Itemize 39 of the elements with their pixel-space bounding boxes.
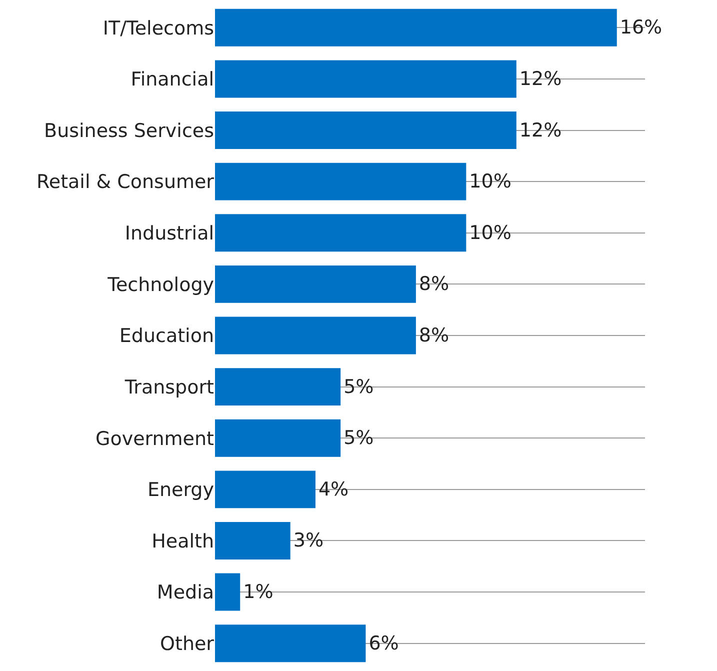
y-tick-label: IT/Telecoms <box>102 17 214 40</box>
bar <box>215 8 617 46</box>
y-tick-label: Industrial <box>124 222 214 245</box>
data-label: 5% <box>344 376 374 398</box>
y-tick-label: Financial <box>130 68 214 91</box>
bar <box>215 368 341 406</box>
bar <box>215 265 416 303</box>
y-tick-label: Media <box>156 582 214 604</box>
bar <box>215 522 290 560</box>
y-tick-label: Other <box>160 633 214 655</box>
data-label: 12% <box>519 68 562 90</box>
data-label: 5% <box>344 427 374 450</box>
bar <box>215 624 366 662</box>
data-label: 8% <box>418 273 450 296</box>
y-tick-label: Energy <box>147 479 214 502</box>
bar <box>215 316 416 354</box>
y-tick-label: Technology <box>106 274 214 296</box>
y-tick-label: Business Services <box>44 120 214 142</box>
bar <box>215 470 316 508</box>
data-label: 4% <box>318 478 349 500</box>
y-tick-label: Health <box>152 530 214 552</box>
data-label: 3% <box>293 530 324 552</box>
y-tick-label: Transport <box>124 376 214 398</box>
bar <box>215 419 341 457</box>
bar <box>215 214 466 252</box>
bar <box>215 573 240 611</box>
bar <box>215 162 466 200</box>
data-label: 10% <box>469 170 512 193</box>
y-tick-label: Retail & Consumer <box>36 171 214 194</box>
y-tick-label: Education <box>119 325 214 348</box>
y-tick-label: Government <box>96 428 214 450</box>
bar <box>215 112 516 149</box>
data-label: 16% <box>620 16 662 39</box>
data-label: 8% <box>418 324 450 346</box>
data-label: 6% <box>368 632 399 654</box>
data-label: 10% <box>469 222 512 244</box>
data-label: 1% <box>243 581 274 604</box>
bar <box>215 60 516 98</box>
data-label: 12% <box>519 119 562 142</box>
